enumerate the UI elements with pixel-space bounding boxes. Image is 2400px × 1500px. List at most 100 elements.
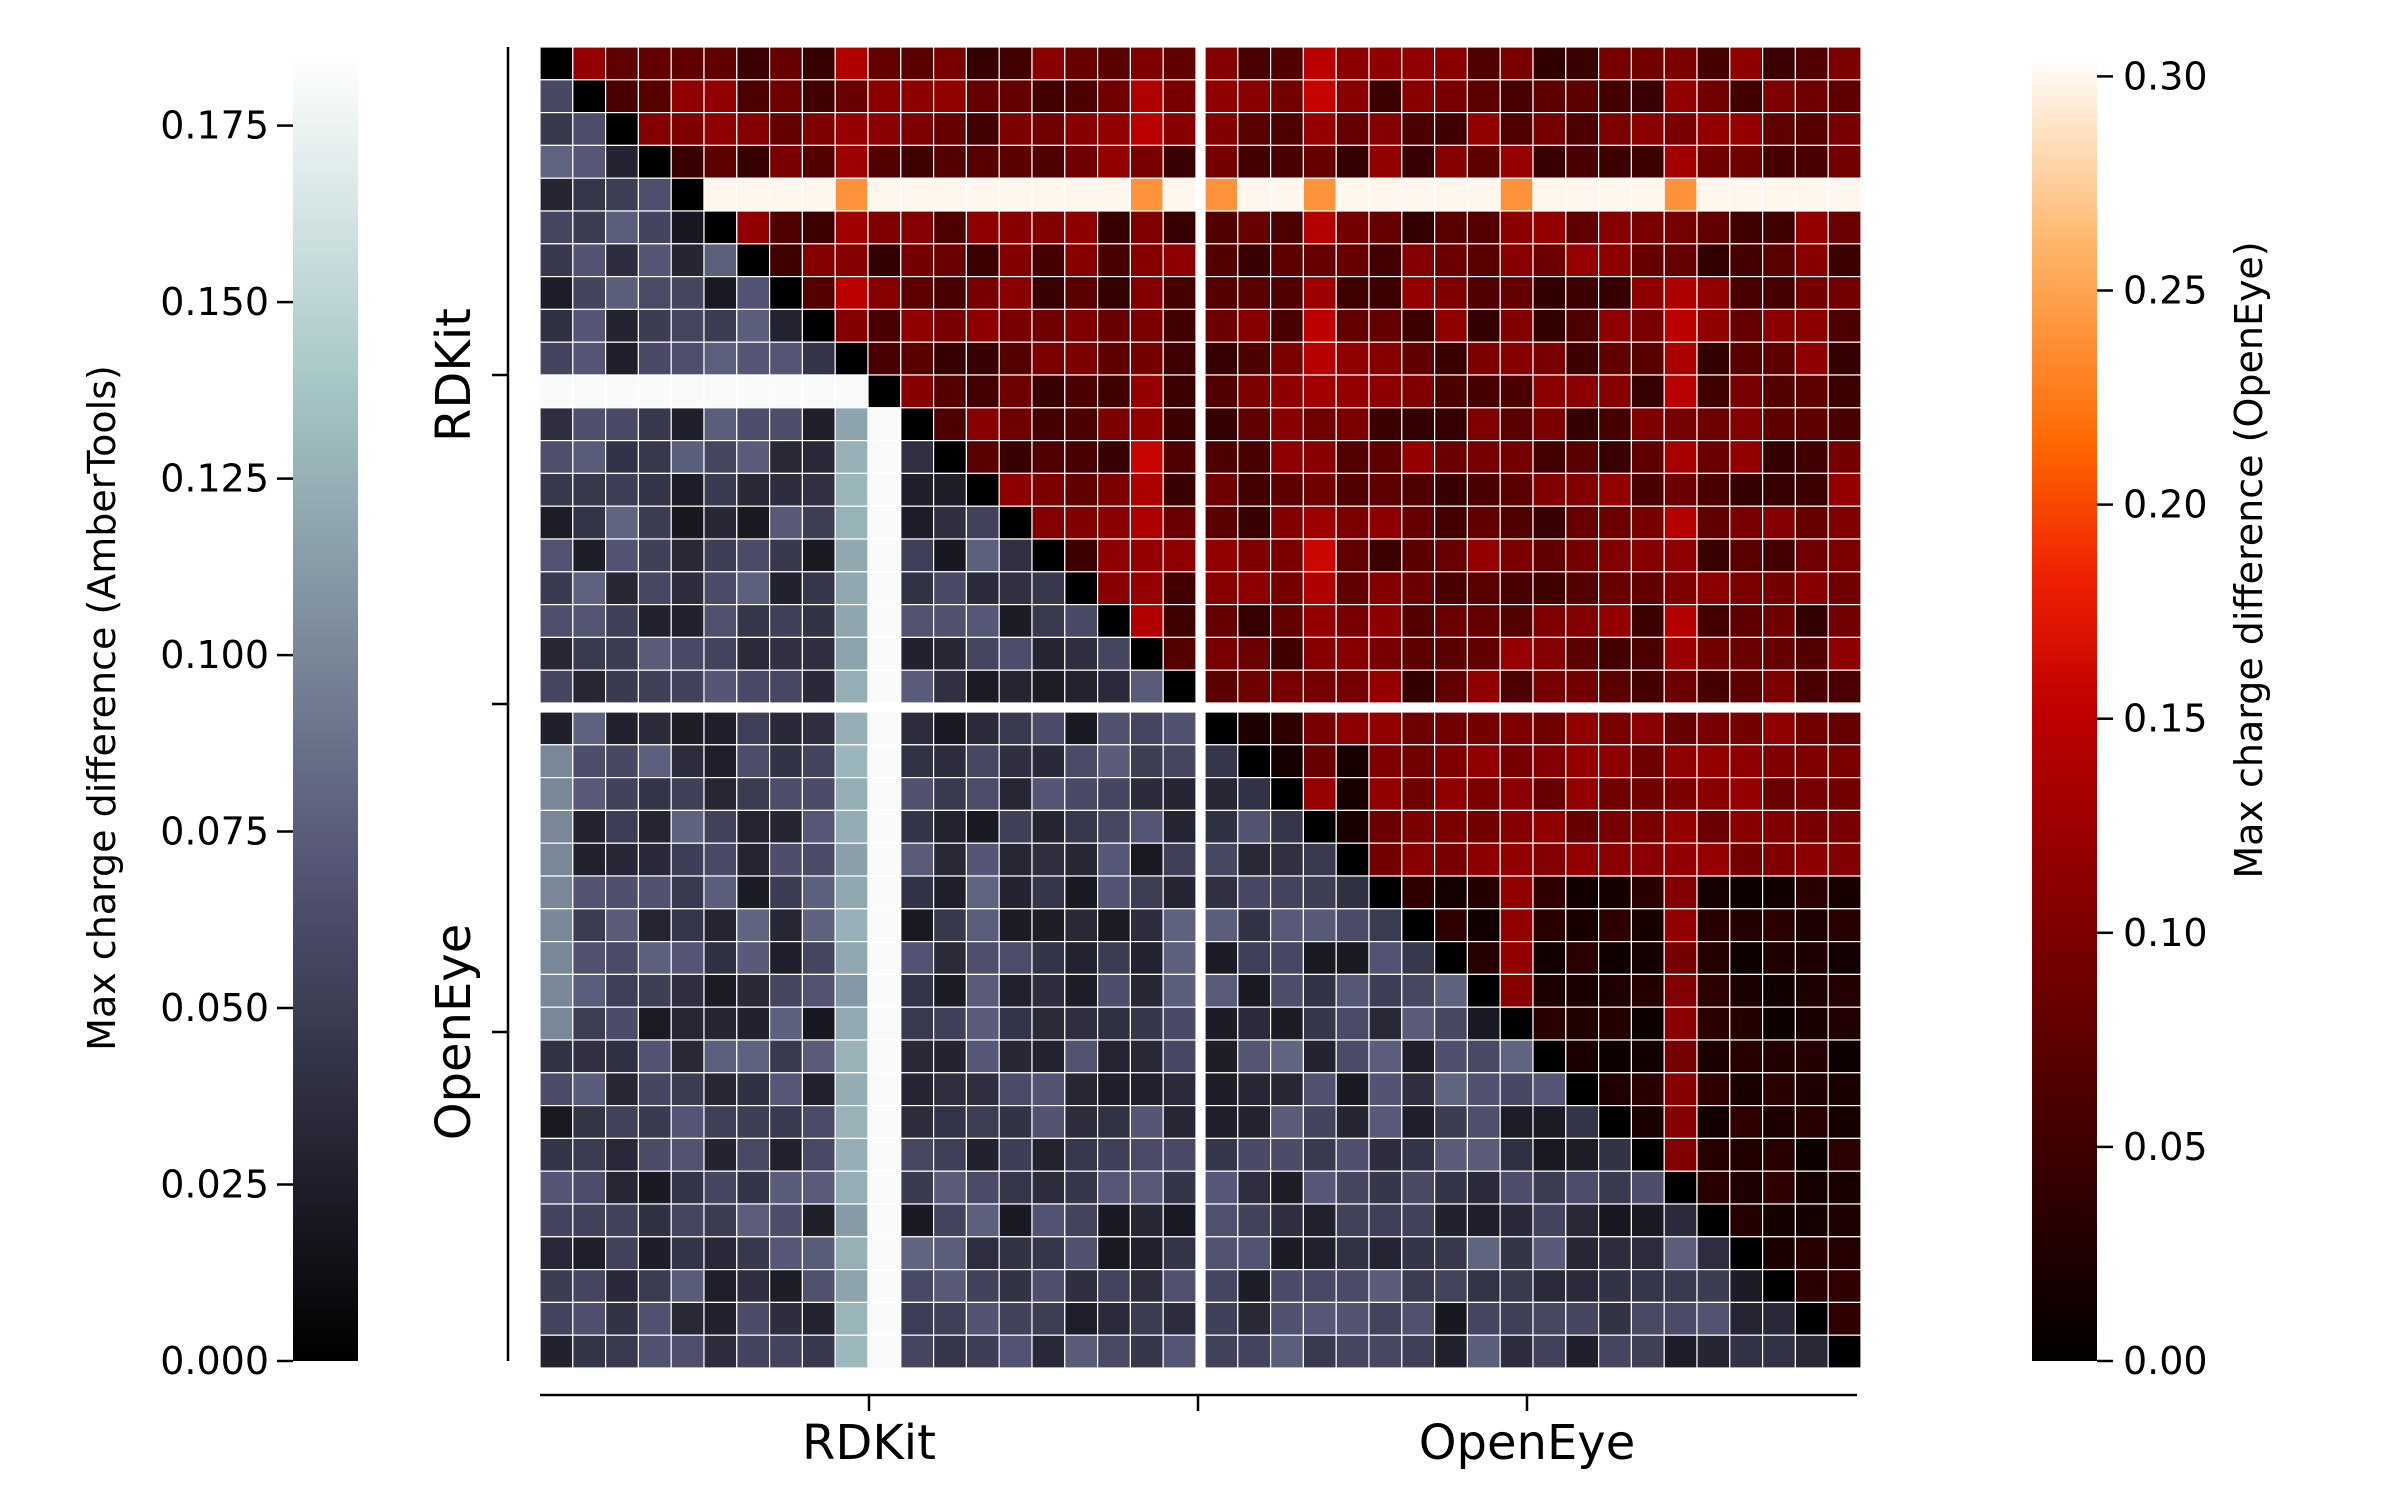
heatmap-cell	[1794, 711, 1829, 746]
heatmap-cell	[768, 1301, 803, 1336]
heatmap-cell	[1761, 940, 1796, 975]
heatmap-cell	[572, 875, 607, 910]
heatmap-cell	[965, 46, 1000, 81]
heatmap-cell	[1597, 374, 1632, 409]
heatmap-cell	[1237, 1137, 1272, 1172]
heatmap-cell	[1237, 669, 1272, 704]
heatmap-cell	[1204, 875, 1239, 910]
heatmap-cell	[965, 908, 1000, 943]
heatmap-cell	[637, 1072, 672, 1107]
heatmap-cell	[1696, 636, 1731, 671]
heatmap-cell	[1129, 1301, 1164, 1336]
heatmap-cell	[1129, 973, 1164, 1008]
heatmap-cell	[1129, 276, 1164, 311]
heatmap-cell	[1368, 1301, 1403, 1336]
heatmap-cell	[1269, 1104, 1304, 1139]
heatmap-cell	[1096, 744, 1131, 779]
heatmap-cell	[703, 603, 738, 638]
heatmap-cell	[1466, 341, 1501, 376]
heatmap-cell	[1532, 407, 1567, 442]
heatmap-cell	[736, 1039, 771, 1074]
heatmap-cell	[1532, 1039, 1567, 1074]
heatmap-cell	[1204, 744, 1239, 779]
heatmap-cell	[834, 407, 869, 442]
heatmap-cell	[900, 636, 935, 671]
heatmap-cell	[1269, 842, 1304, 877]
heatmap-cell	[998, 669, 1033, 704]
heatmap-cell	[801, 908, 836, 943]
heatmap-cell	[801, 711, 836, 746]
heatmap-cell	[1096, 908, 1131, 943]
heatmap-cell	[1630, 79, 1665, 114]
heatmap-cell	[1663, 144, 1698, 179]
heatmap-cell	[965, 973, 1000, 1008]
heatmap-cell	[867, 875, 902, 910]
heatmap-cell	[670, 776, 705, 811]
heatmap-cell	[1335, 243, 1370, 278]
heatmap-cell	[834, 908, 869, 943]
heatmap-cell	[637, 472, 672, 507]
x-group-label-openeye: OpenEye	[1419, 1415, 1635, 1471]
heatmap-cell	[539, 744, 574, 779]
heatmap-cell	[670, 1072, 705, 1107]
heatmap-cell	[1433, 571, 1468, 606]
heatmap-cell	[1597, 1104, 1632, 1139]
heatmap-cell	[736, 1104, 771, 1139]
heatmap-cell	[1696, 472, 1731, 507]
heatmap-cell	[768, 1006, 803, 1041]
heatmap-cell	[1433, 1137, 1468, 1172]
heatmap-cell	[637, 177, 672, 212]
heatmap-cell	[1237, 177, 1272, 212]
heatmap-cell	[572, 940, 607, 975]
heatmap-cell	[1302, 177, 1337, 212]
heatmap-cell	[867, 1203, 902, 1238]
heatmap-cell	[1499, 1006, 1534, 1041]
heatmap-cell	[670, 1268, 705, 1303]
heatmap-cell	[1466, 144, 1501, 179]
heatmap-cell	[1064, 276, 1099, 311]
heatmap-cell	[736, 940, 771, 975]
heatmap-cell	[736, 842, 771, 877]
heatmap-cell	[1433, 744, 1468, 779]
heatmap-cell	[1368, 1039, 1403, 1074]
heatmap-cell	[670, 744, 705, 779]
heatmap-cell	[1794, 177, 1829, 212]
heatmap-cell	[1761, 276, 1796, 311]
heatmap-cell	[1368, 809, 1403, 844]
heatmap-cell	[1630, 1334, 1665, 1369]
heatmap-cell	[1204, 1006, 1239, 1041]
heatmap-cell	[1827, 177, 1862, 212]
heatmap-cell	[768, 571, 803, 606]
heatmap-cell	[1129, 505, 1164, 540]
heatmap-cell	[1663, 1301, 1698, 1336]
heatmap-cell	[1302, 407, 1337, 442]
heatmap-cell	[1532, 144, 1567, 179]
heatmap-cell	[1532, 177, 1567, 212]
heatmap-cell	[867, 1072, 902, 1107]
heatmap-cell	[1129, 1236, 1164, 1271]
heatmap-cell	[1532, 79, 1567, 114]
heatmap-cell	[1401, 973, 1436, 1008]
heatmap-cell	[1597, 940, 1632, 975]
heatmap-cell	[1368, 940, 1403, 975]
heatmap-cell	[572, 1268, 607, 1303]
heatmap-cell	[1162, 744, 1197, 779]
heatmap-cell	[1827, 744, 1862, 779]
heatmap-cell	[604, 341, 639, 376]
heatmap-cell	[1031, 1236, 1066, 1271]
heatmap-cell	[703, 111, 738, 146]
heatmap-cell	[1237, 210, 1272, 245]
heatmap-cell	[1827, 243, 1862, 278]
heatmap-cell	[1696, 1334, 1731, 1369]
heatmap-cell	[1794, 636, 1829, 671]
heatmap-cell	[1827, 571, 1862, 606]
heatmap-cell	[932, 1137, 967, 1172]
heatmap-cell	[1630, 440, 1665, 475]
heatmap-cell	[1204, 407, 1239, 442]
heatmap-cells	[539, 46, 1862, 1369]
heatmap-cell	[900, 842, 935, 877]
heatmap-cell	[1761, 407, 1796, 442]
heatmap-cell	[1162, 908, 1197, 943]
amber-colorbar-label: Max charge difference (AmberTools)	[80, 365, 124, 1051]
heatmap-cell	[768, 973, 803, 1008]
